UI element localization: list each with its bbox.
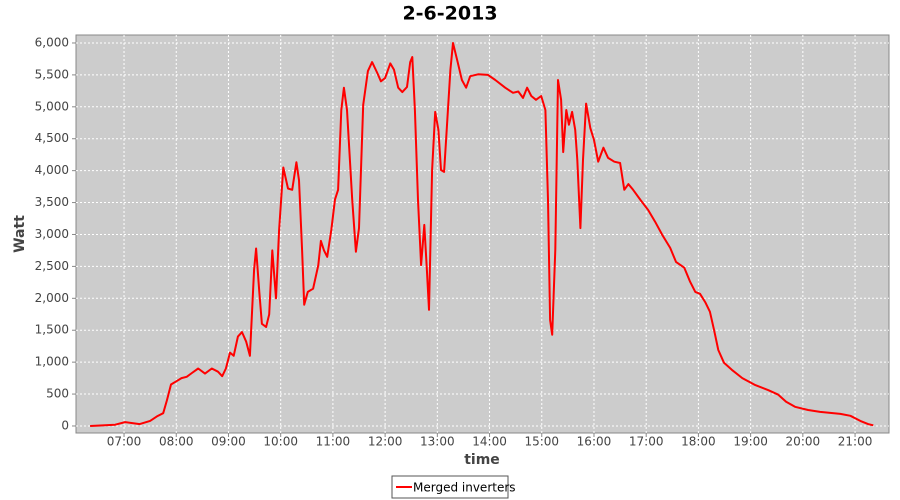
legend-label: Merged inverters	[413, 481, 516, 495]
x-tick-label: 18:00	[681, 435, 716, 449]
x-tick-label: 17:00	[629, 435, 664, 449]
x-tick-label: 07:00	[107, 435, 142, 449]
x-axis-label: time	[464, 452, 500, 468]
y-tick-label: 2,500	[35, 259, 69, 273]
chart-title: 2-6-2013	[402, 3, 497, 25]
x-tick-label: 20:00	[786, 435, 821, 449]
y-tick-label: 5,000	[35, 99, 69, 113]
x-tick-label: 10:00	[263, 435, 298, 449]
y-tick-label: 3,000	[35, 227, 69, 241]
y-tick-label: 5,500	[35, 67, 69, 81]
y-axis-label: Watt	[12, 215, 28, 253]
x-tick-label: 09:00	[211, 435, 246, 449]
data-line	[90, 42, 874, 427]
y-tick-label: 1,000	[35, 355, 69, 369]
y-tick-label: 1,500	[35, 323, 69, 337]
x-tick-label: 08:00	[159, 435, 194, 449]
x-tick-label: 11:00	[316, 435, 351, 449]
y-tick-label: 4,000	[35, 163, 69, 177]
x-tick-label: 21:00	[838, 435, 873, 449]
legend-box	[391, 475, 509, 499]
x-tick-label: 16:00	[577, 435, 612, 449]
x-tick-label: 19:00	[733, 435, 768, 449]
y-tick-label: 2,000	[35, 291, 69, 305]
y-tick-label: 500	[46, 387, 69, 401]
y-tick-label: 4,500	[35, 131, 69, 145]
y-tick-label: 0	[61, 418, 69, 432]
x-tick-label: 15:00	[524, 435, 559, 449]
y-tick-label: 6,000	[35, 35, 69, 49]
x-tick-label: 14:00	[472, 435, 507, 449]
x-tick-label: 13:00	[420, 435, 455, 449]
y-tick-label: 3,500	[35, 195, 69, 209]
x-tick-label: 12:00	[368, 435, 403, 449]
